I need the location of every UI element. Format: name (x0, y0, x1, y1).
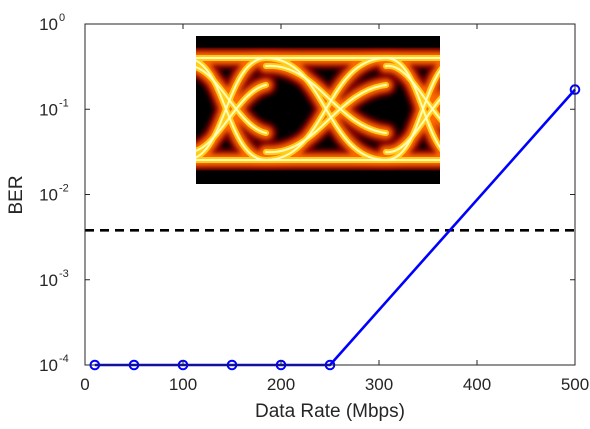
x-tick-label: 100 (169, 375, 197, 394)
y-tick-label: 10 (39, 356, 58, 375)
x-tick-label: 400 (463, 375, 491, 394)
y-tick-exponent: -2 (59, 183, 69, 195)
y-tick-exponent: -3 (59, 268, 69, 280)
eye-diagram-inset (196, 36, 440, 184)
eye-trace-layer (196, 57, 440, 161)
x-axis-label: Data Rate (Mbps) (255, 401, 405, 422)
y-tick-label: 10 (39, 15, 58, 34)
x-tick-label: 200 (267, 375, 295, 394)
x-tick-label: 0 (80, 375, 89, 394)
y-axis-label: BER (6, 175, 27, 214)
y-tick-label: 10 (39, 186, 58, 205)
x-tick-label: 500 (561, 375, 589, 394)
x-tick-label: 300 (365, 375, 393, 394)
y-tick-exponent: -1 (59, 97, 69, 109)
y-tick-exponent: 0 (59, 12, 65, 24)
y-tick-label: 10 (39, 271, 58, 290)
y-tick-exponent: -4 (59, 353, 69, 365)
y-tick-label: 10 (39, 100, 58, 119)
